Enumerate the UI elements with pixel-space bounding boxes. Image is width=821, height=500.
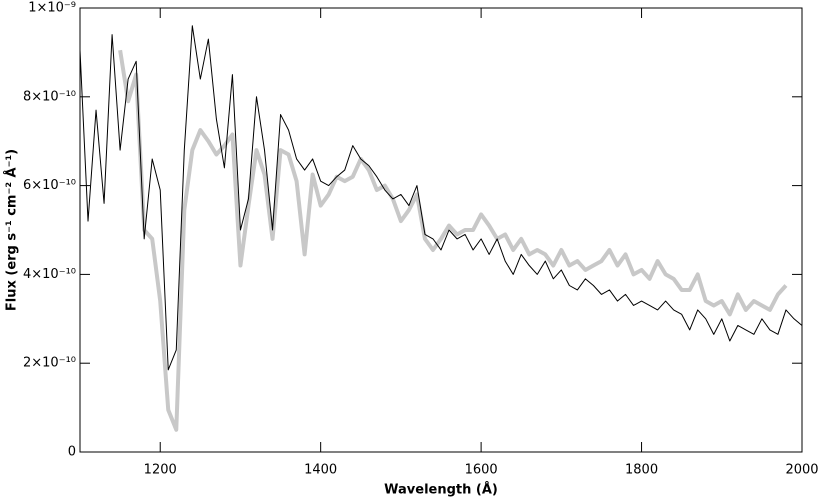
y-tick-label: 1×10⁻⁹ (28, 1, 76, 16)
x-tick-label: 1600 (465, 463, 498, 478)
y-tick-label: 0 (68, 445, 76, 460)
x-tick-label: 1200 (144, 463, 177, 478)
x-tick-label: 2000 (785, 463, 818, 478)
y-tick-label: 8×10⁻¹⁰ (23, 89, 76, 104)
plot-frame (79, 7, 803, 453)
spectrum-line (79, 25, 803, 371)
x-tick-label: 1400 (304, 463, 337, 478)
spectrum-line (118, 49, 788, 432)
y-axis-label: Flux (erg s⁻¹ cm⁻² Å⁻¹) (4, 149, 20, 311)
y-tick-label: 4×10⁻¹⁰ (23, 267, 76, 282)
x-tick-label: 1800 (625, 463, 658, 478)
y-tick-label: 2×10⁻¹⁰ (23, 356, 76, 371)
x-axis-label: Wavelength (Å) (384, 482, 498, 498)
y-tick-label: 6×10⁻¹⁰ (23, 178, 76, 193)
